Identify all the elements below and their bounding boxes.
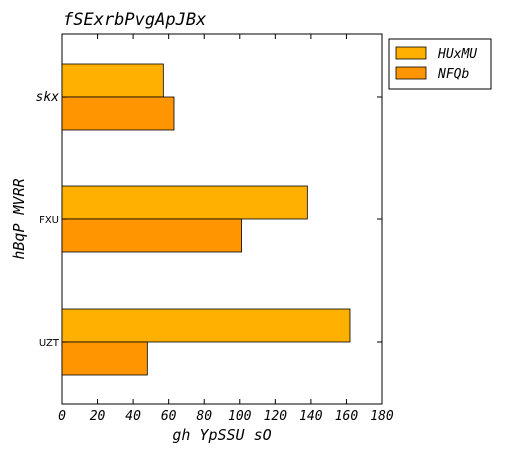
bars-group: [61, 63, 351, 376]
bar-HUxMU-UZT: [61, 308, 351, 343]
x-tick-label: 60: [161, 409, 177, 424]
legend-swatch-HUxMU: [395, 46, 427, 60]
x-tick-label: 80: [196, 409, 212, 424]
x-tick-label: 180: [370, 409, 394, 424]
x-tick-label: 160: [335, 409, 359, 424]
bar-NFQb-skx: [61, 96, 175, 131]
chart-title: fSExrbPvgApJBx: [63, 10, 207, 30]
x-tick-label: 0: [58, 409, 66, 424]
x-tick-label: 40: [125, 409, 141, 424]
legend: HUxMU NFQb: [388, 38, 492, 90]
x-axis-label: gh YpSSU sO: [172, 426, 271, 444]
x-tick-label: 140: [299, 409, 323, 424]
x-ticks-group: 0 20 40 60 80 100 120 140 160 180: [58, 34, 394, 424]
x-tick-label: 20: [90, 409, 106, 424]
x-tick-label: 100: [228, 409, 252, 424]
bar-NFQb-UZT: [61, 341, 148, 376]
bar-NFQb-FXU: [61, 218, 242, 253]
y-tick-label: FXU: [39, 215, 59, 226]
bar-HUxMU-FXU: [61, 185, 308, 220]
y-tick-label: UZT: [39, 338, 60, 349]
y-tick-label: skx: [36, 90, 60, 105]
legend-label-HUxMU: HUxMU: [437, 47, 477, 62]
y-ticks-group: skx FXU UZT: [36, 90, 382, 349]
bar-HUxMU-skx: [61, 63, 164, 98]
legend-label-NFQb: NFQb: [437, 67, 469, 82]
x-tick-label: 120: [264, 409, 288, 424]
legend-swatch-NFQb: [395, 66, 427, 80]
y-axis-label: hBqP MVRR: [10, 178, 28, 259]
